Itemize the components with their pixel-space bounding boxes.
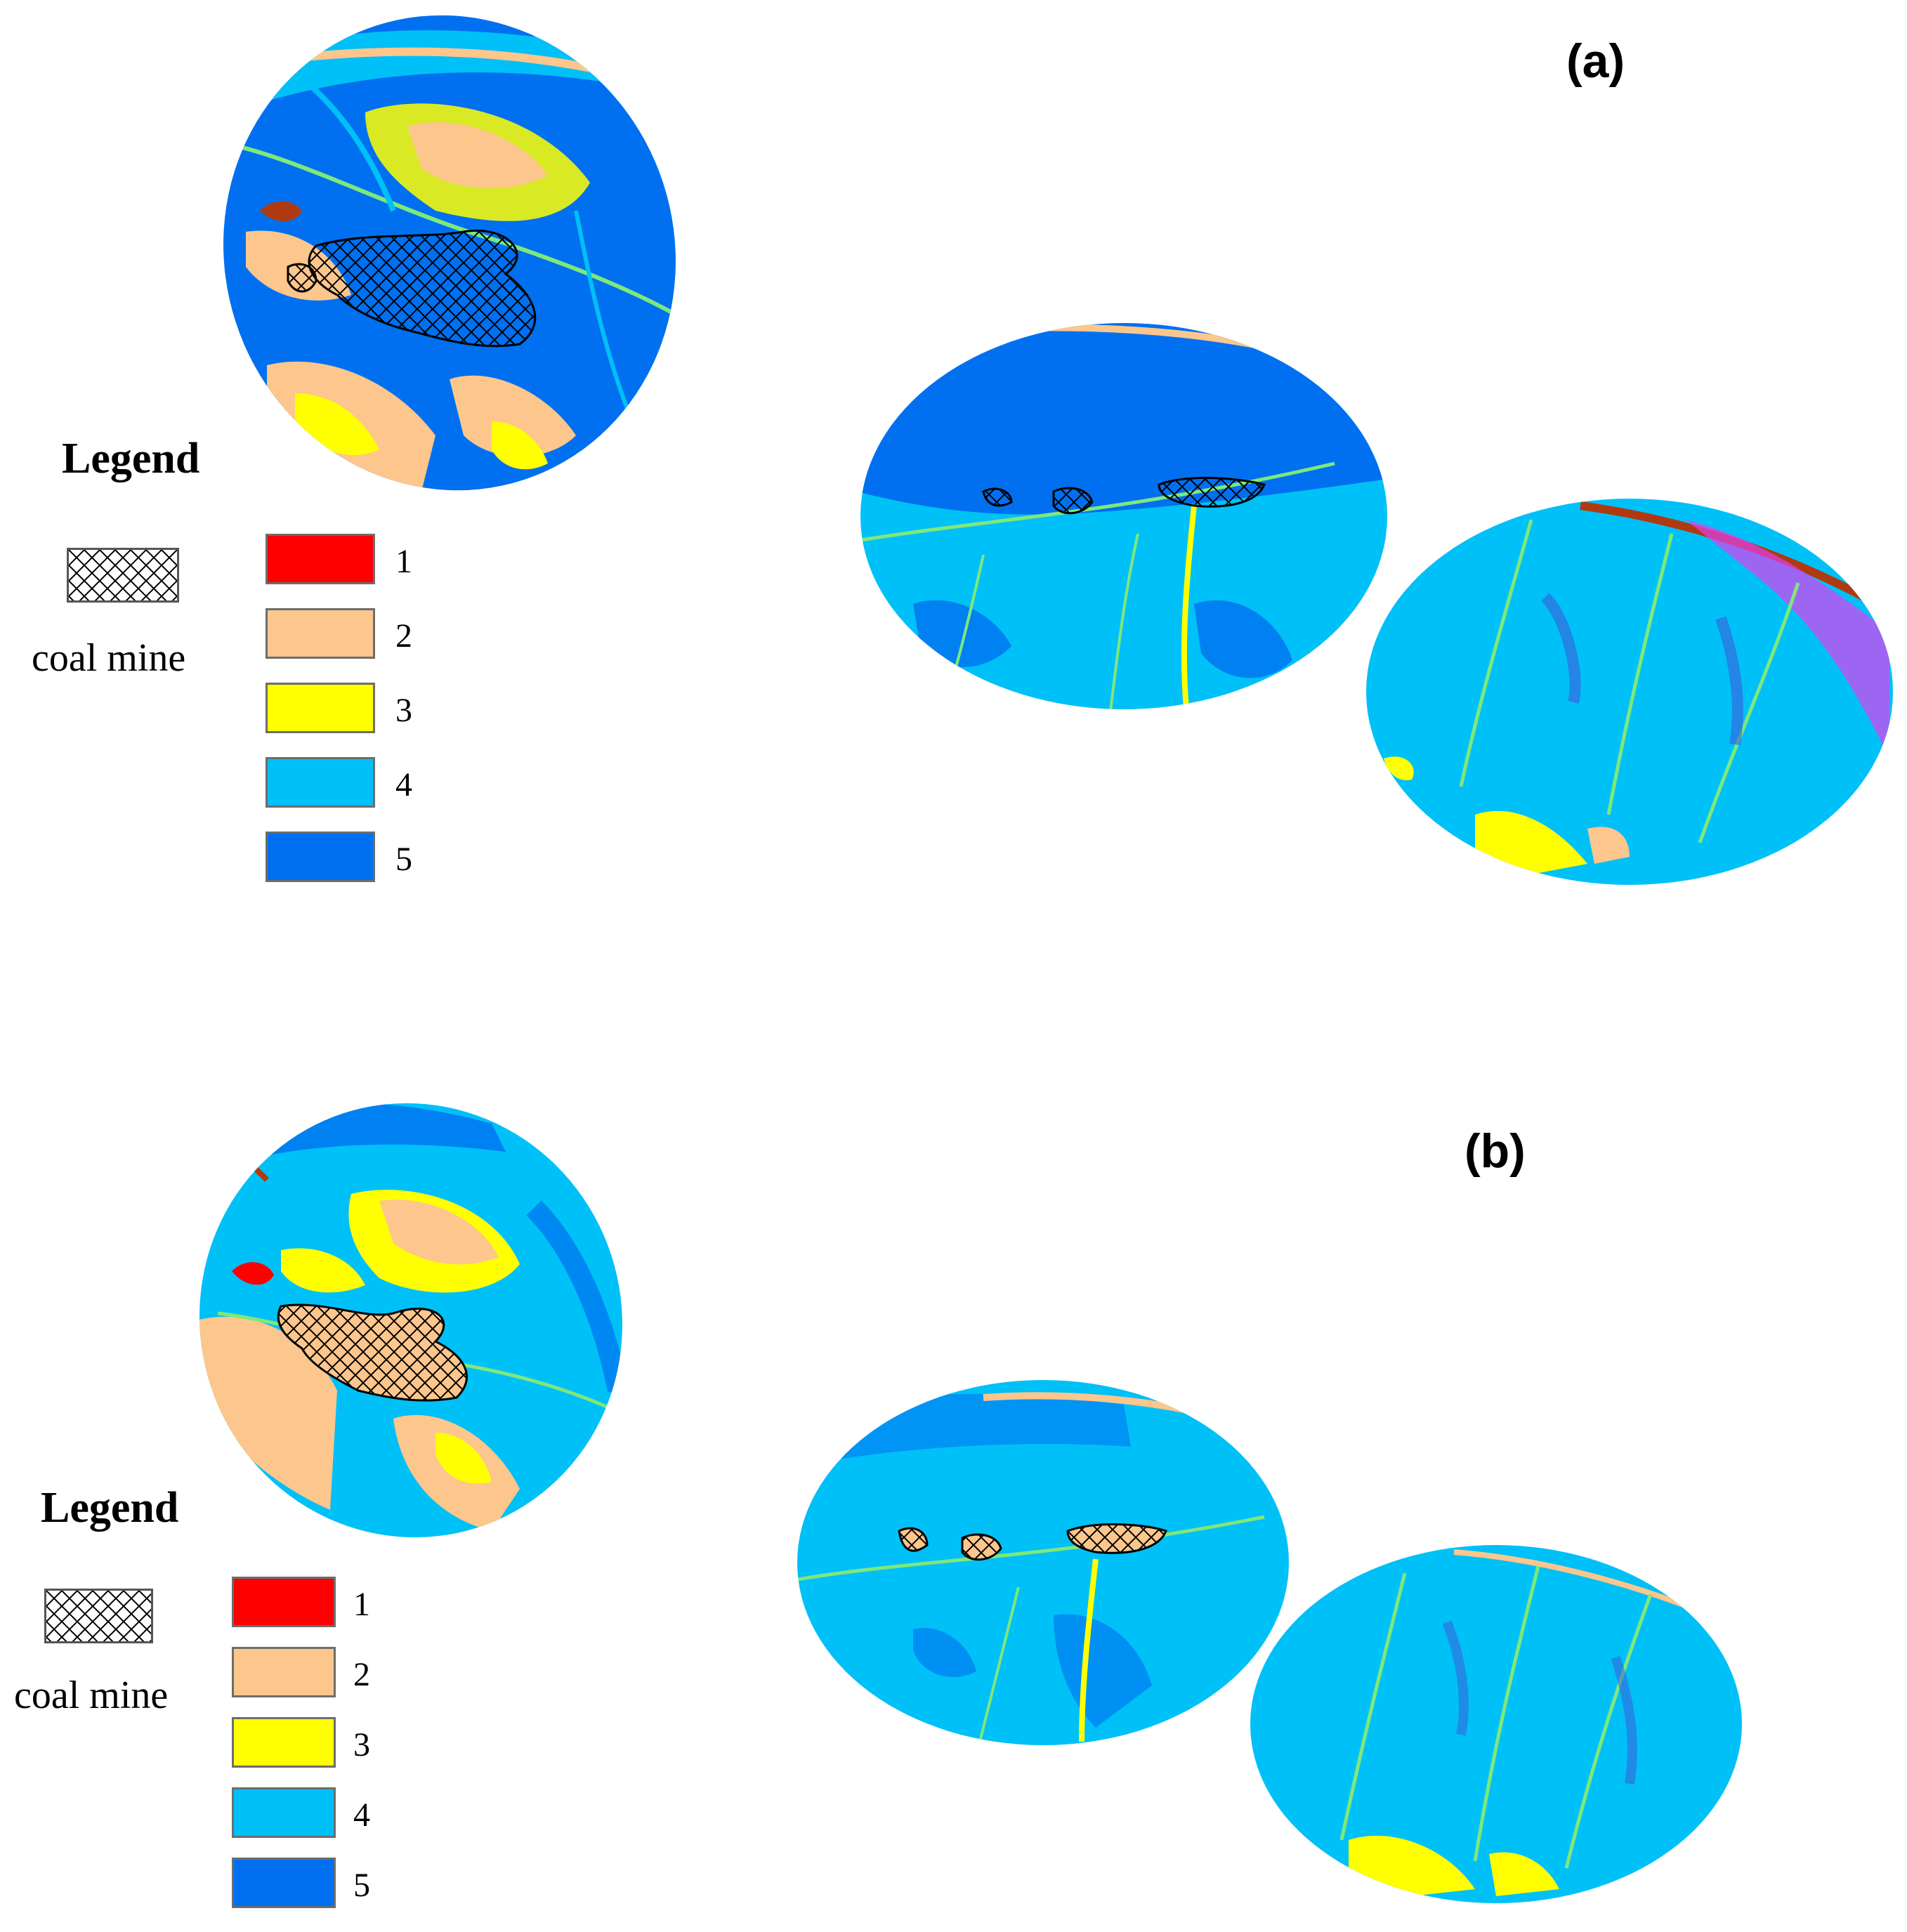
class-label: 4 bbox=[395, 766, 412, 803]
map-b-region-3 bbox=[1250, 1545, 1742, 1903]
panel-label-a: (a) bbox=[1566, 34, 1625, 88]
class-label: 4 bbox=[353, 1796, 370, 1834]
map-b-region-2 bbox=[797, 1380, 1289, 1745]
coal-mine-swatch bbox=[44, 1589, 153, 1643]
legend-title: Legend bbox=[62, 435, 200, 482]
class-swatch bbox=[266, 683, 375, 733]
coal-mine-swatch bbox=[67, 548, 179, 603]
class-swatch bbox=[232, 1717, 336, 1768]
class-swatch bbox=[232, 1858, 336, 1908]
class-swatch bbox=[266, 832, 375, 882]
class-label: 5 bbox=[395, 841, 412, 878]
class-swatch bbox=[266, 757, 375, 808]
map-a-region-1 bbox=[176, 0, 738, 534]
class-label: 2 bbox=[353, 1656, 370, 1693]
panel-label-b: (b) bbox=[1464, 1124, 1526, 1178]
class-swatch bbox=[232, 1787, 336, 1838]
class-label: 1 bbox=[353, 1586, 370, 1623]
map-a-region-3 bbox=[1366, 499, 1893, 885]
map-a-region-2 bbox=[860, 323, 1387, 709]
class-swatch bbox=[232, 1577, 336, 1627]
class-label: 5 bbox=[353, 1867, 370, 1904]
hatch-icon bbox=[69, 550, 177, 600]
coal-mine-label: coal mine bbox=[14, 1674, 169, 1717]
class-swatch bbox=[266, 534, 375, 584]
class-swatch bbox=[232, 1647, 336, 1697]
class-swatch bbox=[266, 608, 375, 659]
legend-title: Legend bbox=[41, 1484, 179, 1532]
class-label: 1 bbox=[395, 543, 412, 580]
class-label: 3 bbox=[353, 1726, 370, 1763]
class-label: 3 bbox=[395, 692, 412, 729]
class-label: 2 bbox=[395, 617, 412, 655]
map-b-region-1 bbox=[183, 1089, 646, 1552]
hatch-icon bbox=[46, 1591, 151, 1641]
coal-mine-label: coal mine bbox=[32, 636, 186, 680]
